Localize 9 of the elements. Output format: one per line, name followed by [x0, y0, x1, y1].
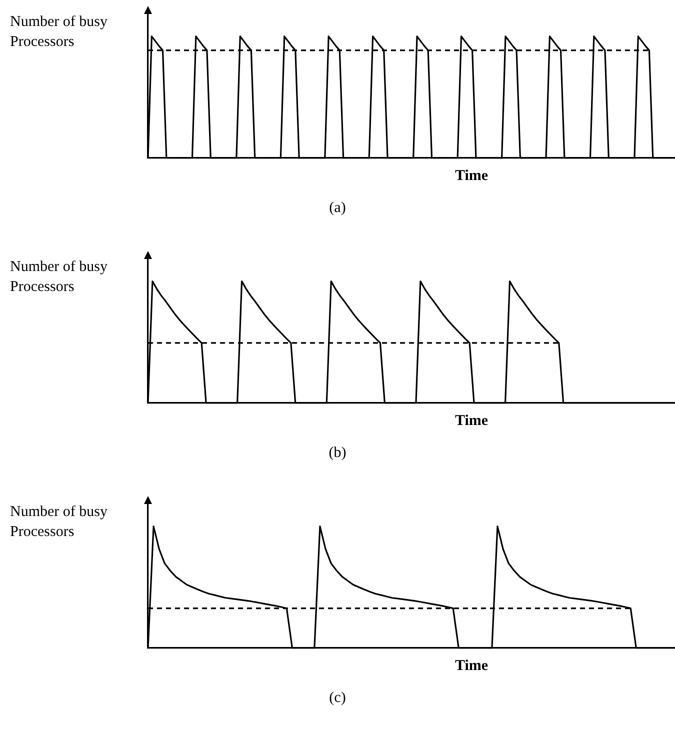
text: (c) [328, 690, 347, 707]
y-axis-title: Number of busy Processors [10, 503, 108, 542]
text: (a) [328, 200, 347, 217]
x-axis-title: Time [455, 658, 488, 675]
y-axis-title: Number of busy Processors [10, 258, 108, 297]
x-axis-title: Time [455, 413, 488, 430]
y-axis-title: Number of busy Processors [10, 13, 108, 52]
x-axis-title: Time [455, 168, 488, 185]
text: (b) [328, 445, 348, 462]
